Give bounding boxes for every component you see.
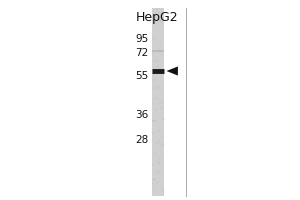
Text: 95: 95 — [135, 34, 148, 44]
Text: 55: 55 — [135, 71, 148, 81]
Text: 28: 28 — [135, 135, 148, 145]
Text: 36: 36 — [135, 110, 148, 120]
Text: HepG2: HepG2 — [136, 11, 179, 24]
Polygon shape — [167, 66, 178, 76]
Text: 72: 72 — [135, 48, 148, 58]
Bar — [152, 8, 164, 196]
